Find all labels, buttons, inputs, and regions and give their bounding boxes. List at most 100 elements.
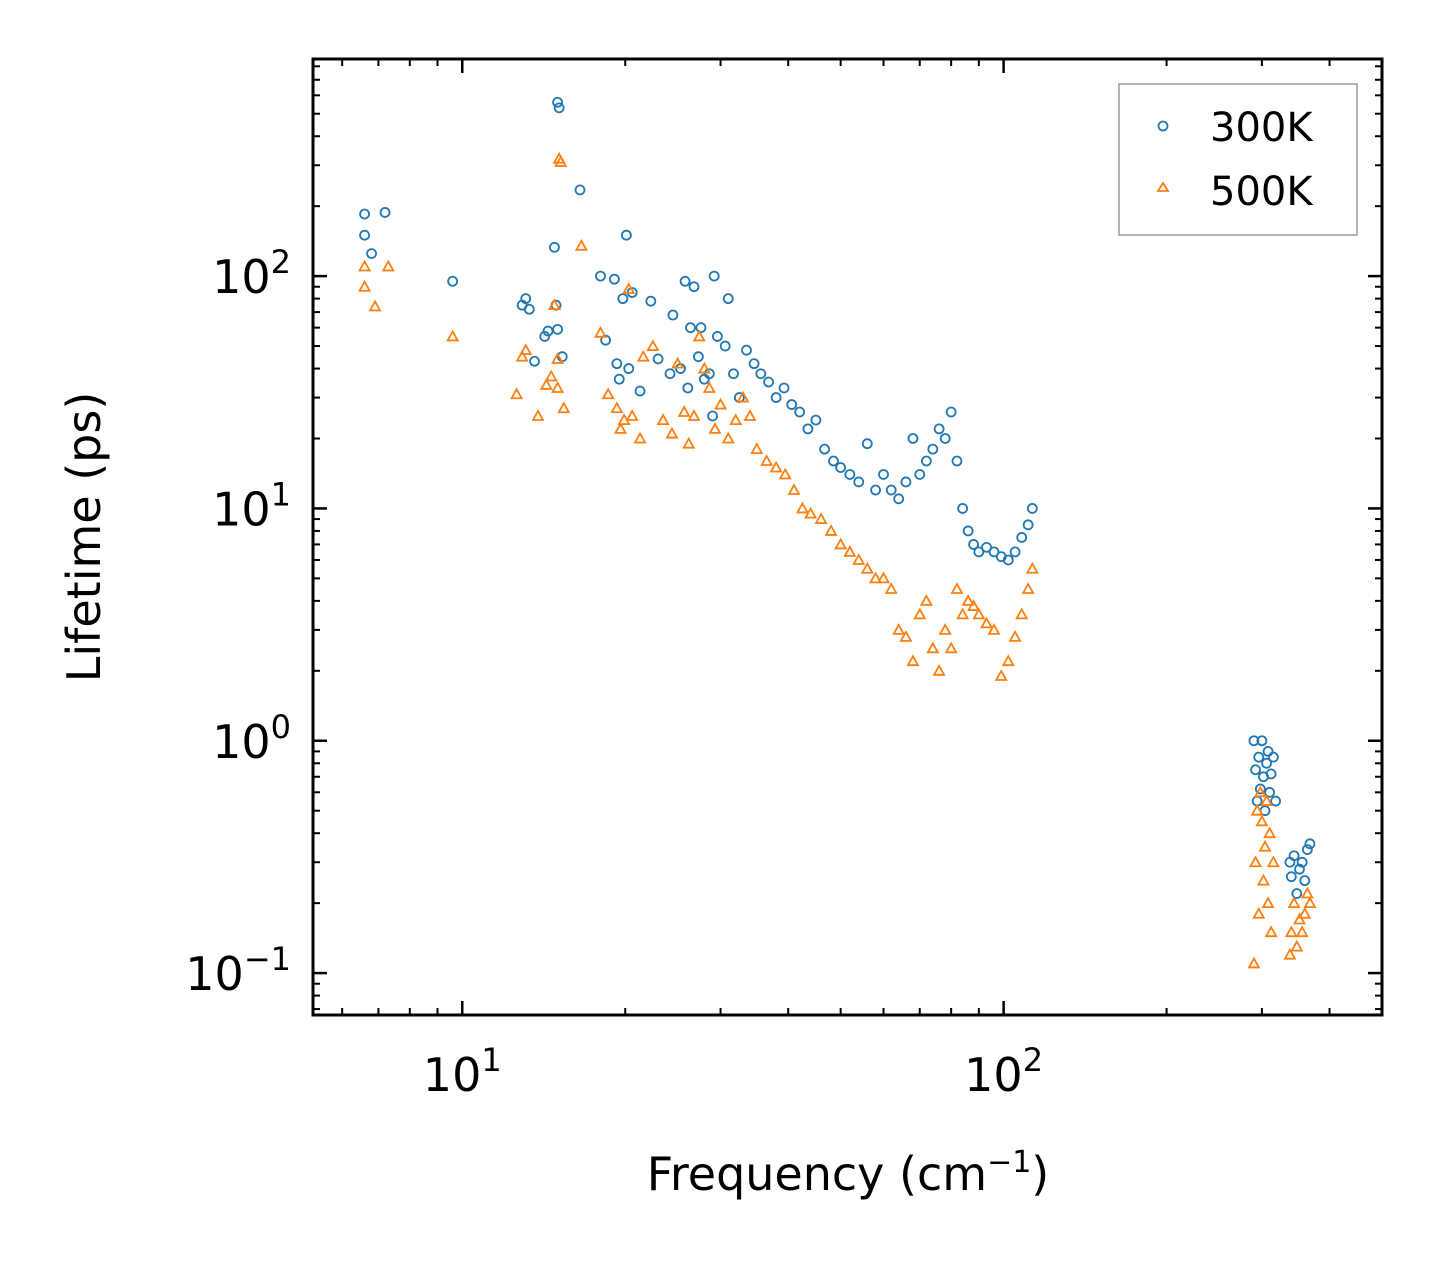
point-300K <box>1248 735 1260 747</box>
point-300K <box>1301 844 1313 856</box>
point-500K <box>795 501 809 514</box>
point-300K <box>1262 745 1274 757</box>
point-500K <box>610 401 624 414</box>
point-500K <box>636 349 650 362</box>
point-500K <box>671 356 685 369</box>
point-300K <box>539 331 551 342</box>
point-500K <box>601 387 615 400</box>
point-500K <box>358 259 372 272</box>
point-500K <box>932 663 946 676</box>
point-300K <box>552 96 563 108</box>
point-300K <box>1254 783 1266 795</box>
point-500K <box>913 607 927 620</box>
point-300K <box>802 423 814 435</box>
point-300K <box>695 322 707 334</box>
point-500K <box>358 279 372 292</box>
point-300K <box>1253 751 1265 763</box>
point-500K <box>1298 906 1312 919</box>
point-500K <box>1283 947 1297 960</box>
point-300K <box>828 455 839 467</box>
point-500K <box>834 537 848 550</box>
point-500K <box>804 506 818 519</box>
point-500K <box>787 483 801 495</box>
point-500K <box>633 431 647 444</box>
point-500K <box>956 607 970 620</box>
point-300K <box>688 281 700 293</box>
point-500K <box>551 381 565 393</box>
point-300K <box>748 358 760 370</box>
point-300K <box>1294 863 1305 875</box>
point-300K <box>1285 871 1297 883</box>
point-300K <box>951 455 963 467</box>
point-300K <box>366 248 377 259</box>
point-300K <box>914 469 926 480</box>
point-300K <box>359 208 370 220</box>
point-300K <box>741 344 752 356</box>
point-500K <box>519 343 533 356</box>
point-300K <box>870 484 881 496</box>
point-500K <box>593 325 607 338</box>
point-500K <box>665 426 679 439</box>
point-500K <box>1303 896 1317 909</box>
point-500K <box>994 669 1008 681</box>
point-300K <box>1264 786 1276 798</box>
legend-label-500k: 500K <box>1210 169 1314 215</box>
point-300K <box>920 455 932 467</box>
point-300K <box>520 293 532 305</box>
point-500K <box>814 512 828 524</box>
point-500K <box>547 298 561 311</box>
point-300K <box>722 293 734 305</box>
point-300K <box>620 229 632 241</box>
point-300K <box>939 433 951 444</box>
point-300K <box>778 382 790 394</box>
point-300K <box>968 539 979 550</box>
point-300K <box>645 295 657 307</box>
point-500K <box>1290 939 1304 952</box>
point-300K <box>667 309 679 321</box>
point-300K <box>574 184 586 196</box>
point-500K <box>919 594 933 606</box>
point-300K <box>957 503 969 514</box>
point-300K <box>1250 764 1261 776</box>
point-300K <box>1267 751 1279 763</box>
x-tick-labels: 101 102 <box>423 1041 1043 1102</box>
point-300K <box>819 443 830 455</box>
point-500K <box>554 155 568 167</box>
point-500K <box>892 623 906 635</box>
point-500K <box>869 571 883 584</box>
point-300K <box>1256 735 1268 747</box>
point-500K <box>697 361 711 374</box>
point-500K <box>1260 794 1274 806</box>
point-500K <box>980 616 994 629</box>
point-300K <box>1009 546 1021 558</box>
point-500K <box>515 349 529 362</box>
point-300K <box>1265 768 1277 780</box>
point-500K <box>899 630 913 642</box>
point-500K <box>510 387 524 400</box>
point-500K <box>1292 912 1307 925</box>
major-ticks <box>313 59 1382 1015</box>
point-500K <box>987 623 1001 635</box>
point-300K <box>878 469 889 480</box>
point-500K <box>1001 654 1015 667</box>
point-500K <box>1250 803 1264 816</box>
point-500K <box>1025 561 1039 574</box>
point-300K <box>447 275 459 287</box>
point-300K <box>1016 532 1028 543</box>
point-300K <box>794 406 806 418</box>
point-300K <box>907 433 919 444</box>
legend-marker-300k <box>1157 120 1169 132</box>
point-300K <box>755 368 767 380</box>
point-500K <box>938 623 952 635</box>
point-300K <box>664 368 676 380</box>
point-500K <box>557 401 571 414</box>
point-300K <box>1296 856 1308 868</box>
y-tick-label: 100 <box>212 708 291 769</box>
point-300K <box>835 462 847 473</box>
point-300K <box>685 322 696 334</box>
point-300K <box>623 363 635 374</box>
point-500K <box>1284 925 1298 938</box>
y-tick-label: 10−1 <box>185 940 291 1001</box>
point-300K <box>973 546 985 558</box>
